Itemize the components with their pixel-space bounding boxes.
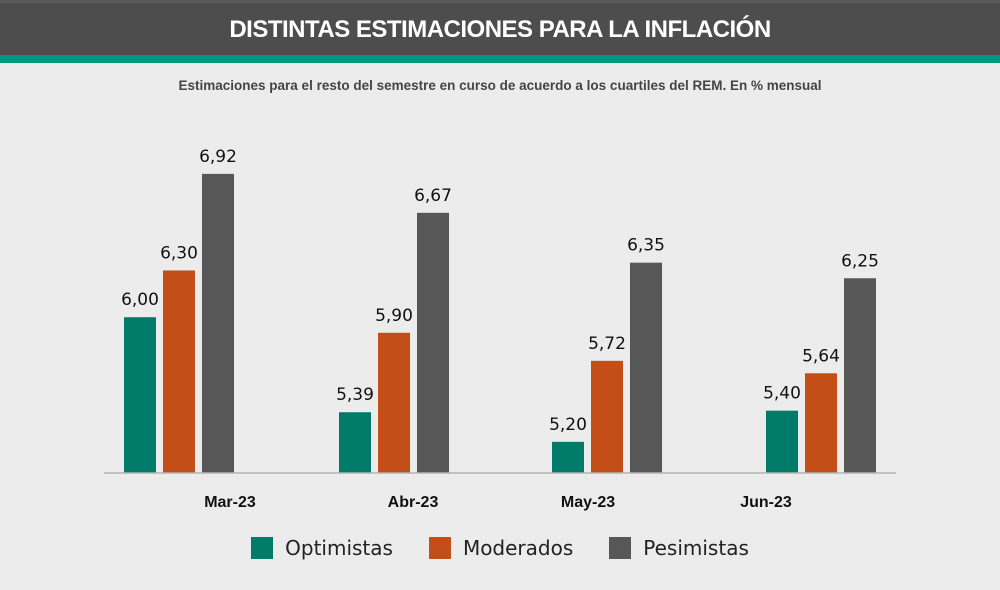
bar-moderados-jun-23 [805, 373, 837, 473]
data-label: 6,00 [121, 290, 159, 310]
data-label: 6,92 [199, 147, 237, 167]
bar-pesimistas-mar-23 [202, 173, 234, 473]
data-label: 5,64 [802, 346, 840, 366]
x-tick-label: Abr-23 [388, 494, 439, 511]
header-bar: DISTINTAS ESTIMACIONES PARA LA INFLACIÓN [0, 0, 1000, 55]
bar-moderados-abr-23 [378, 332, 410, 473]
x-tick-labels-group: Mar-23 Abr-23 May-23 Jun-23 [204, 494, 792, 511]
bars-group [124, 173, 876, 473]
data-label: 5,20 [549, 415, 587, 435]
bar-pesimistas-abr-23 [417, 212, 449, 473]
data-label: 5,72 [588, 334, 626, 354]
x-tick-label: Jun-23 [740, 494, 792, 511]
legend: Optimistas Moderados Pesimistas [0, 536, 1000, 560]
legend-label: Pesimistas [643, 536, 749, 560]
legend-label: Optimistas [285, 536, 393, 560]
data-label: 5,90 [375, 306, 413, 326]
legend-label: Moderados [462, 536, 574, 560]
bar-pesimistas-jun-23 [844, 278, 876, 473]
legend-swatch [428, 537, 451, 559]
data-label: 6,30 [160, 243, 198, 263]
data-label: 6,35 [627, 236, 665, 256]
bar-optimistas-mar-23 [124, 317, 156, 473]
legend-item-pesimistas: Pesimistas [609, 536, 749, 560]
x-tick-label: May-23 [561, 494, 615, 511]
data-label: 6,67 [414, 186, 452, 206]
data-label: 5,40 [763, 384, 801, 404]
chart-title: DISTINTAS ESTIMACIONES PARA LA INFLACIÓN [229, 16, 771, 43]
bar-optimistas-jun-23 [766, 410, 798, 473]
bar-moderados-may-23 [591, 360, 623, 473]
bar-optimistas-abr-23 [339, 412, 371, 473]
bar-chart: 6,00 6,30 6,92 5,39 5,90 6,67 5,20 5,72 6,35 5,40… [104, 147, 896, 511]
legend-swatch [609, 537, 632, 559]
bar-optimistas-may-23 [552, 441, 584, 473]
data-label: 5,39 [336, 385, 374, 405]
legend-swatch [251, 537, 274, 559]
chart-subtitle: Estimaciones para el resto del semestre … [178, 78, 822, 93]
data-label: 6,25 [841, 251, 879, 271]
bar-pesimistas-may-23 [630, 262, 662, 473]
accent-stripe [0, 55, 1000, 63]
legend-item-moderados: Moderados [428, 536, 574, 560]
bar-moderados-mar-23 [163, 270, 195, 473]
legend-item-optimistas: Optimistas [251, 536, 393, 560]
header-top-line [0, 0, 1000, 3]
x-tick-label: Mar-23 [204, 494, 256, 511]
data-labels-group: 6,00 6,30 6,92 5,39 5,90 6,67 5,20 5,72 6,35 5,40… [121, 147, 879, 435]
